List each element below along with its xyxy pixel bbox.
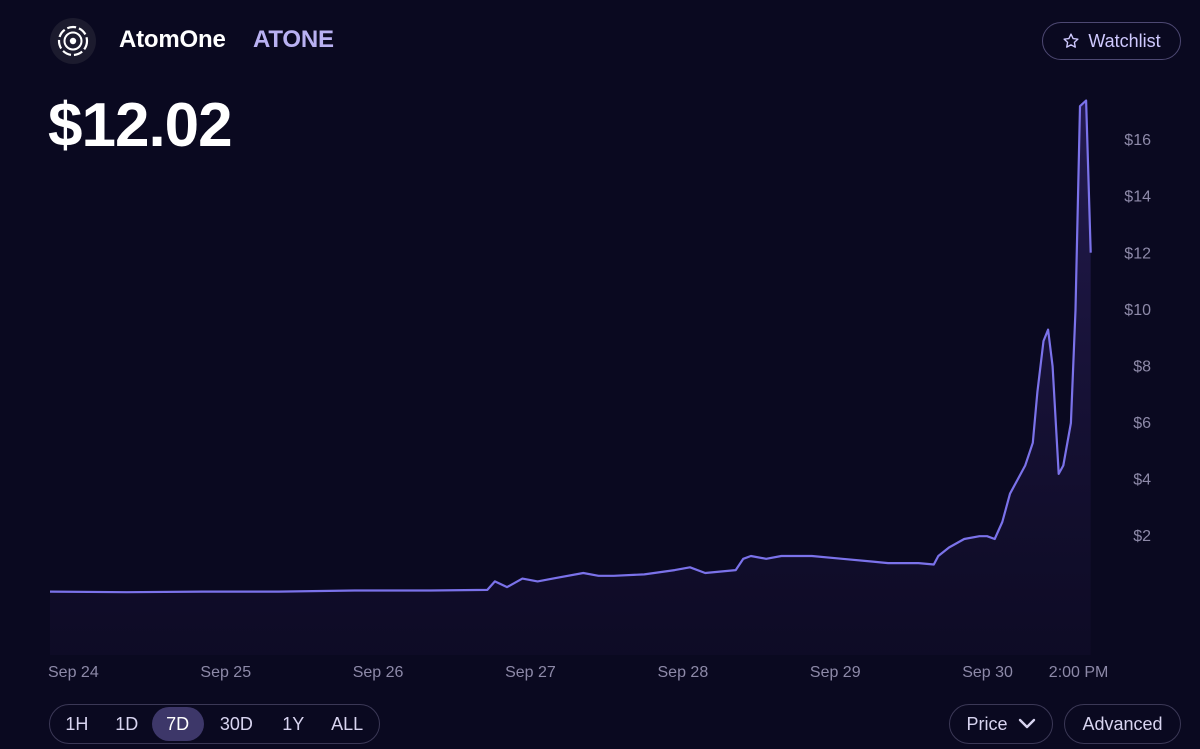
atomone-logo-icon xyxy=(50,18,96,64)
token-name: AtomOne xyxy=(119,26,226,53)
range-button-all[interactable]: ALL xyxy=(331,713,364,734)
range-button-30d[interactable]: 30D xyxy=(219,713,253,734)
time-range-selector: 1H 1D 7D 30D 1Y ALL xyxy=(49,704,380,744)
metric-select-label: Price xyxy=(966,713,1008,734)
x-tick-label: Sep 29 xyxy=(810,664,861,681)
token-symbol: ATONE xyxy=(253,26,334,53)
metric-select[interactable]: Price xyxy=(949,704,1053,744)
y-tick-label: $4 xyxy=(1133,472,1151,489)
x-tick-label: Sep 24 xyxy=(48,664,99,681)
chevron-down-icon xyxy=(1018,718,1035,729)
x-tick-label: Sep 27 xyxy=(505,664,556,681)
advanced-button[interactable]: Advanced xyxy=(1064,704,1181,744)
atomone-logo-mark xyxy=(57,25,89,57)
y-tick-label: $2 xyxy=(1133,528,1151,545)
watchlist-label: Watchlist xyxy=(1088,30,1161,51)
current-price: $12.02 xyxy=(48,91,233,160)
price-area xyxy=(50,100,1091,655)
y-tick-label: $12 xyxy=(1124,245,1151,262)
x-tick-label: Sep 25 xyxy=(200,664,251,681)
y-tick-label: $6 xyxy=(1133,415,1151,432)
star-icon xyxy=(1063,33,1079,48)
x-tick-label: 2:00 PM xyxy=(1049,664,1109,681)
y-tick-label: $8 xyxy=(1133,358,1151,375)
y-tick-label: $16 xyxy=(1124,132,1151,149)
x-tick-label: Sep 26 xyxy=(353,664,404,681)
y-tick-label: $10 xyxy=(1124,302,1151,319)
range-button-1d[interactable]: 1D xyxy=(115,713,139,734)
range-button-7d[interactable]: 7D xyxy=(151,707,204,741)
y-tick-label: $14 xyxy=(1124,189,1151,206)
price-line xyxy=(49,99,1092,594)
range-button-1h[interactable]: 1H xyxy=(65,713,89,734)
x-tick-label: Sep 30 xyxy=(962,664,1013,681)
range-button-1y[interactable]: 1Y xyxy=(282,713,305,734)
x-tick-label: Sep 28 xyxy=(658,664,709,681)
watchlist-button[interactable]: Watchlist xyxy=(1042,22,1181,60)
